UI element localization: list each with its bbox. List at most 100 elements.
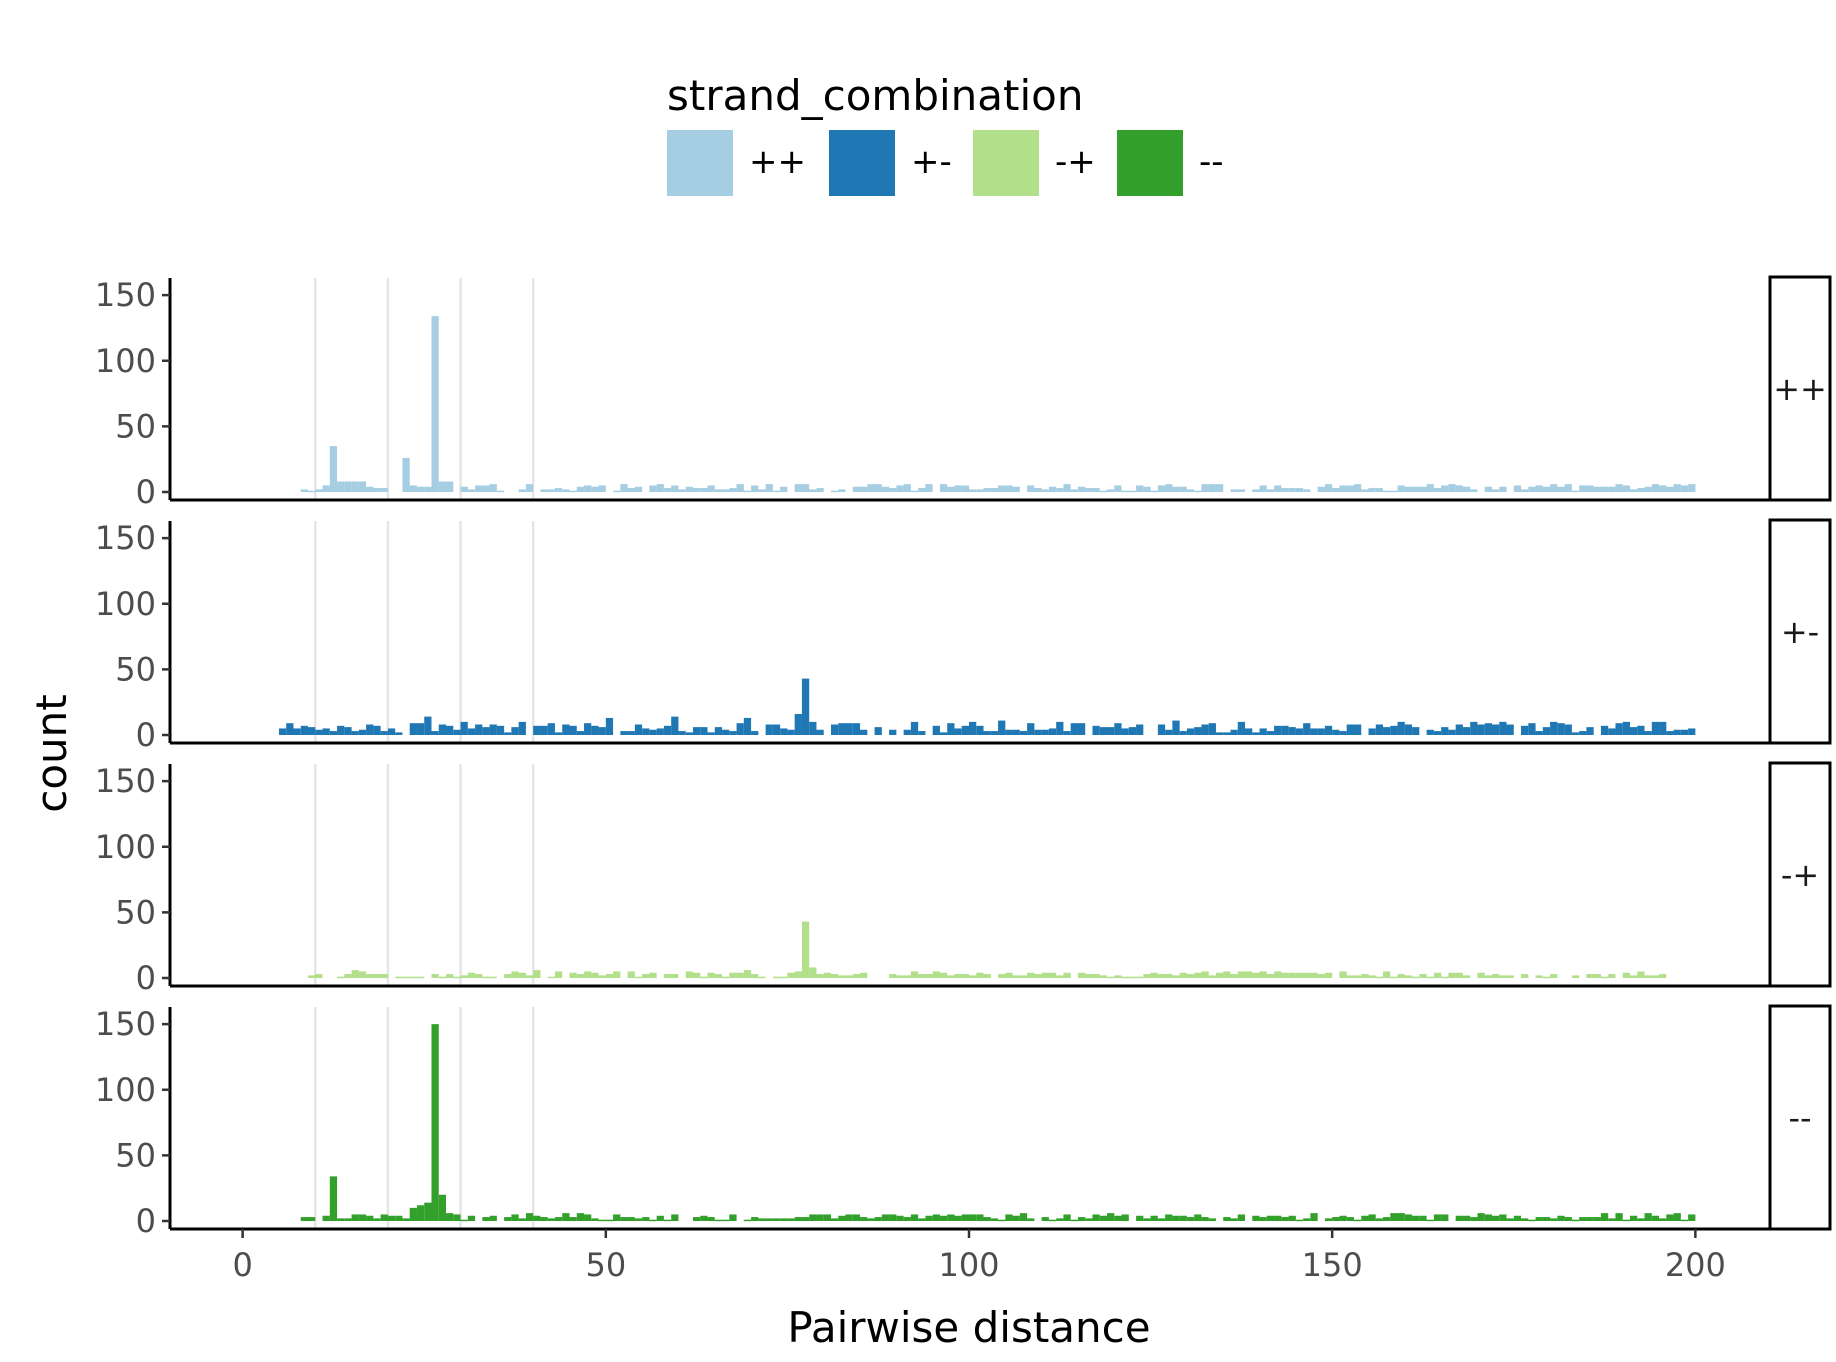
histogram-bar [700,488,708,492]
histogram-bar [692,727,701,735]
histogram-bar [1186,974,1195,978]
facet-strip-3 [1768,1004,1832,1231]
histogram-bar [446,1213,454,1221]
histogram-bar [613,1214,621,1221]
histogram-bar [1303,1218,1311,1221]
histogram-bar [1114,975,1122,978]
histogram-bar [1172,720,1180,735]
histogram-bar [1252,732,1260,735]
histogram-bar [1063,484,1071,492]
histogram-bar [787,1218,795,1221]
histogram-bar [1143,486,1151,492]
histogram-bar [1622,721,1630,735]
histogram-bar [511,1214,519,1221]
histogram-bar [692,1217,701,1221]
y-tick-label: 150 [95,1005,156,1043]
histogram-bar [1470,489,1478,492]
histogram-bar [591,725,599,735]
histogram-bar [547,723,555,735]
histogram-bar [1680,1219,1689,1222]
histogram-bar [1237,1214,1246,1221]
legend-swatch-3 [1117,130,1183,196]
histogram-bar [1237,489,1246,492]
histogram-bar [540,725,548,735]
histogram-bar [1571,1219,1580,1222]
histogram-bar [554,1217,563,1221]
histogram-bar [620,731,628,735]
histogram-bar [351,1214,359,1221]
histogram-bar [1085,488,1093,492]
histogram-bar [1274,1215,1282,1221]
histogram-bar [947,723,955,735]
histogram-bar [1077,723,1086,735]
histogram-bar [416,723,425,735]
histogram-bar [1441,727,1449,735]
histogram-bar [976,972,984,978]
histogram-bar [780,1218,788,1221]
histogram-bar [1288,488,1296,492]
histogram-bar [1528,1219,1536,1222]
histogram-bar [1339,1215,1347,1221]
histogram-bar [910,971,919,978]
histogram-bar [743,970,752,978]
histogram-bar [1368,728,1376,735]
histogram-bar [1063,731,1071,735]
histogram-bar [903,975,911,978]
histogram-bar [387,1215,396,1221]
histogram-bar [1550,1218,1558,1221]
histogram-bar [1419,974,1427,978]
histogram-bar [1252,489,1260,492]
histogram-bar [816,488,824,492]
histogram-bar [1608,728,1616,735]
histogram-bar [627,971,635,978]
histogram-bar [300,1217,309,1221]
histogram-bar [1136,976,1144,979]
histogram-bar [1550,721,1558,735]
histogram-bar [1644,731,1652,735]
histogram-bar [1673,1213,1681,1221]
histogram-bar [1157,724,1166,735]
histogram-bar [729,488,737,492]
histogram-bar [598,727,606,735]
histogram-bar [1390,725,1398,735]
facet-strip-label-3: -- [1788,1099,1811,1137]
histogram-bar [627,1217,635,1221]
histogram-bar [714,1219,723,1222]
histogram-bar [751,974,759,978]
histogram-bar [700,727,708,735]
histogram-bar [1637,725,1645,735]
histogram-bar [1237,721,1246,735]
histogram-bar [1688,1214,1696,1221]
histogram-bar [1499,975,1507,978]
histogram-bar [1637,971,1645,978]
histogram-bar [1223,732,1231,735]
histogram-bar [729,1214,737,1221]
histogram-bar [722,1219,730,1222]
histogram-bar [947,1214,955,1221]
histogram-bar [983,731,991,735]
facet-strip-label-2: -+ [1781,856,1819,894]
histogram-bar [366,1215,374,1221]
histogram-bar [438,724,447,735]
histogram-bar [1462,727,1471,735]
histogram-bar [976,1214,984,1221]
histogram-bar [860,1217,868,1221]
histogram-bar [1114,485,1122,492]
histogram-bar [380,731,388,735]
histogram-bar [1012,729,1020,735]
histogram-bar [1266,1215,1275,1221]
histogram-bar [830,724,839,735]
histogram-bar [969,975,977,978]
histogram-bar [518,1218,526,1221]
histogram-bar [584,723,592,735]
histogram-bar [1172,1215,1180,1221]
histogram-bar [816,974,824,978]
histogram-bar [954,974,962,978]
histogram-bar [707,972,715,978]
histogram-bar [954,728,962,735]
histogram-bar [1622,1219,1630,1222]
histogram-bar [1644,486,1652,492]
histogram-bar [1274,485,1282,492]
facet-panel-1: 0 50 100 150 +- [95,518,1832,754]
histogram-bar [1121,1214,1129,1221]
